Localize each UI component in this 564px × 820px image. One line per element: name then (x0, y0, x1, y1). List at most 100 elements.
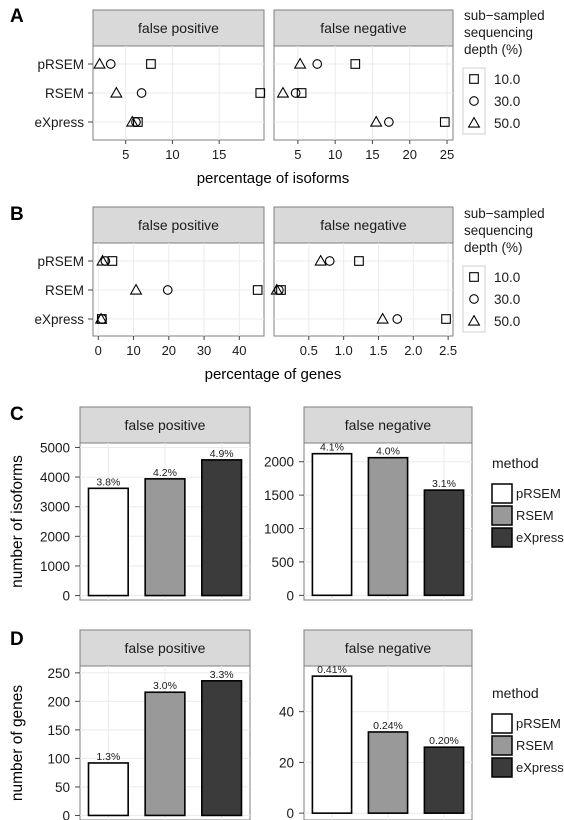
point-50.0-RSEM (270, 283, 284, 295)
point-30.0-pRSEM (312, 59, 323, 69)
y-tick-label: 100 (47, 751, 70, 766)
y-tick-label: 2000 (264, 455, 294, 470)
legend-key-pRSEM (491, 483, 513, 504)
legend-entry: eXpress (516, 530, 564, 545)
legend-entry: pRSEM (516, 716, 561, 731)
y-tick-label: 250 (47, 666, 70, 681)
legend-entry: RSEM (516, 508, 554, 523)
legend-key-50.0 (467, 116, 481, 128)
facet-false-negative: false negative 0.5 1.0 1.5 2.0 2.5 (270, 206, 457, 358)
point-10.0-pRSEM (146, 59, 156, 69)
panel-label: C (10, 404, 24, 425)
point-50.0-eXpress (369, 115, 383, 127)
point-30.0-RSEM (136, 88, 147, 98)
bar-label: 1.3% (96, 751, 120, 763)
facet-false-positive: false positive 0 10 20 30 40 (92, 206, 265, 358)
bar-label: 0.20% (429, 735, 459, 747)
facet-false-negative: false negative 5 10 15 20 25 (273, 9, 454, 162)
legend-title: sub−sampled (464, 8, 545, 23)
point-10.0-pRSEM (350, 59, 361, 69)
point-50.0-eXpress (376, 312, 389, 324)
x-tick-label: 40 (232, 343, 246, 358)
point-30.0-eXpress (392, 314, 403, 324)
bar-label: 0.24% (373, 720, 403, 732)
bar-eXpress (423, 489, 465, 597)
bar-eXpress (423, 746, 465, 814)
bar-label: 3.0% (153, 680, 177, 692)
bar-label: 0.41% (317, 664, 347, 676)
facet-strip (79, 406, 251, 444)
point-50.0-eXpress (94, 312, 108, 324)
point-10.0-eXpress (441, 314, 451, 324)
legend-entry: 50.0 (494, 116, 520, 131)
bar-RSEM (144, 691, 186, 817)
facet-strip (92, 9, 265, 47)
legend: method pRSEM RSEM eXpress (491, 455, 564, 548)
facet-title: false positive (125, 417, 206, 433)
point-50.0-pRSEM (314, 254, 327, 266)
x-tick-label: 2.5 (439, 343, 457, 358)
legend-key-eXpress (491, 527, 513, 548)
y-tick-label: 0 (286, 806, 294, 820)
y-tick-label: 200 (47, 694, 70, 709)
facet-title: false positive (138, 217, 219, 233)
bar-label: 4.0% (376, 446, 400, 458)
facet-strip (303, 629, 473, 667)
x-tick-label: 5 (294, 147, 301, 162)
y-category-label: RSEM (45, 86, 84, 101)
facet-strip (92, 206, 265, 244)
legend-key-RSEM (491, 505, 513, 526)
y-tick-label: 3000 (40, 500, 70, 515)
point-10.0-RSEM (296, 88, 307, 98)
y-tick-label: 50 (55, 780, 70, 795)
facet-strip (303, 406, 473, 444)
x-tick-label: 1.0 (335, 343, 353, 358)
y-tick-label: 0 (286, 588, 294, 603)
point-50.0-RSEM (129, 283, 143, 295)
legend-entry: 10.0 (494, 270, 520, 285)
legend-title: sub−sampled (464, 206, 545, 221)
facet-strip (273, 9, 454, 47)
y-tick-label: 20 (279, 755, 294, 770)
legend-key-10.0 (469, 272, 479, 282)
x-tick-label: 10 (328, 147, 342, 162)
x-tick-label: 10 (126, 343, 140, 358)
bar-label: 3.1% (432, 478, 456, 490)
y-tick-label: 150 (47, 723, 70, 738)
panel-label: D (10, 629, 24, 650)
y-tick-label: 40 (279, 705, 294, 720)
y-axis-label: number of isoforms (9, 455, 26, 588)
legend-entry: RSEM (516, 738, 554, 753)
point-50.0-RSEM (276, 86, 290, 98)
y-tick-label: 0 (62, 808, 70, 820)
bar-pRSEM (311, 452, 353, 597)
facet-title: false positive (125, 640, 206, 656)
y-category-label: pRSEM (37, 254, 84, 269)
x-tick-label: 30 (197, 343, 211, 358)
legend-entry: 50.0 (494, 314, 520, 329)
x-axis-label: percentage of isoforms (197, 170, 350, 187)
point-30.0-RSEM (162, 285, 173, 295)
point-30.0-pRSEM (105, 59, 116, 69)
legend-title: method (492, 685, 539, 701)
panel-label: A (10, 6, 24, 27)
point-30.0-pRSEM (324, 256, 335, 266)
y-category-label: pRSEM (37, 57, 84, 72)
x-tick-label: 20 (403, 147, 417, 162)
point-50.0-RSEM (110, 86, 123, 98)
facet-title: false negative (345, 640, 432, 656)
y-tick-label: 1500 (264, 488, 294, 503)
bar-eXpress (201, 680, 243, 817)
legend-entry: pRSEM (516, 486, 561, 501)
x-axis-label: percentage of genes (205, 366, 342, 383)
legend-key-30.0 (469, 96, 479, 106)
x-tick-label: 25 (440, 147, 454, 162)
legend-key-30.0 (469, 294, 479, 304)
panel-label: B (10, 204, 24, 225)
facet-false-negative: false negative 0 20 40 0.41% 0.24% 0.20% (279, 629, 473, 820)
bar-label: 4.9% (210, 448, 234, 460)
legend-title: sequencing (464, 25, 533, 40)
facet-title: false negative (345, 417, 432, 433)
bar-eXpress (201, 459, 243, 597)
